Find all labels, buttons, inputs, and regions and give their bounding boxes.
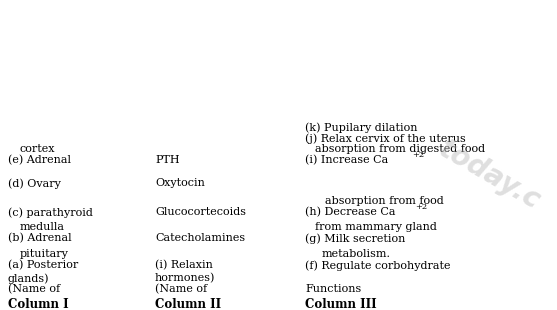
Text: medulla: medulla [20,222,65,232]
Text: (b) Adrenal: (b) Adrenal [8,233,72,243]
Text: (c) parathyroid: (c) parathyroid [8,207,93,218]
Text: Glucocortecoids: Glucocortecoids [155,207,246,217]
Text: (k) Pupilary dilation: (k) Pupilary dilation [305,122,418,133]
Text: (i) Increase Ca: (i) Increase Ca [305,155,388,165]
Text: (h) Decrease Ca: (h) Decrease Ca [305,207,395,217]
Text: metabolism.: metabolism. [322,249,391,259]
Text: (d) Ovary: (d) Ovary [8,178,61,188]
Text: (j) Relax cervix of the uterus: (j) Relax cervix of the uterus [305,133,466,144]
Text: (Name of: (Name of [155,284,207,294]
Text: today.c: today.c [434,135,546,215]
Text: Column III: Column III [305,298,377,310]
Text: Column I: Column I [8,298,69,310]
Text: +2: +2 [415,203,427,211]
Text: (f) Regulate corbohydrate: (f) Regulate corbohydrate [305,260,451,271]
Text: (e) Adrenal: (e) Adrenal [8,155,71,165]
Text: Column II: Column II [155,298,221,310]
Text: from mammary gland: from mammary gland [315,222,437,232]
Text: cortex: cortex [20,144,56,154]
Text: +2: +2 [412,151,424,159]
Text: absorption from food: absorption from food [325,196,444,206]
Text: hormones): hormones) [155,273,216,283]
Text: (Name of: (Name of [8,284,60,294]
Text: (i) Relaxin: (i) Relaxin [155,260,213,270]
Text: (a) Posterior: (a) Posterior [8,260,78,270]
Text: glands): glands) [8,273,50,284]
Text: Catecholamines: Catecholamines [155,233,245,243]
Text: Oxytocin: Oxytocin [155,178,205,188]
Text: (g) Milk secretion: (g) Milk secretion [305,233,405,244]
Text: absorption from digested food: absorption from digested food [315,144,485,154]
Text: pituitary: pituitary [20,249,69,259]
Text: PTH: PTH [155,155,179,165]
Text: Functions: Functions [305,284,361,294]
